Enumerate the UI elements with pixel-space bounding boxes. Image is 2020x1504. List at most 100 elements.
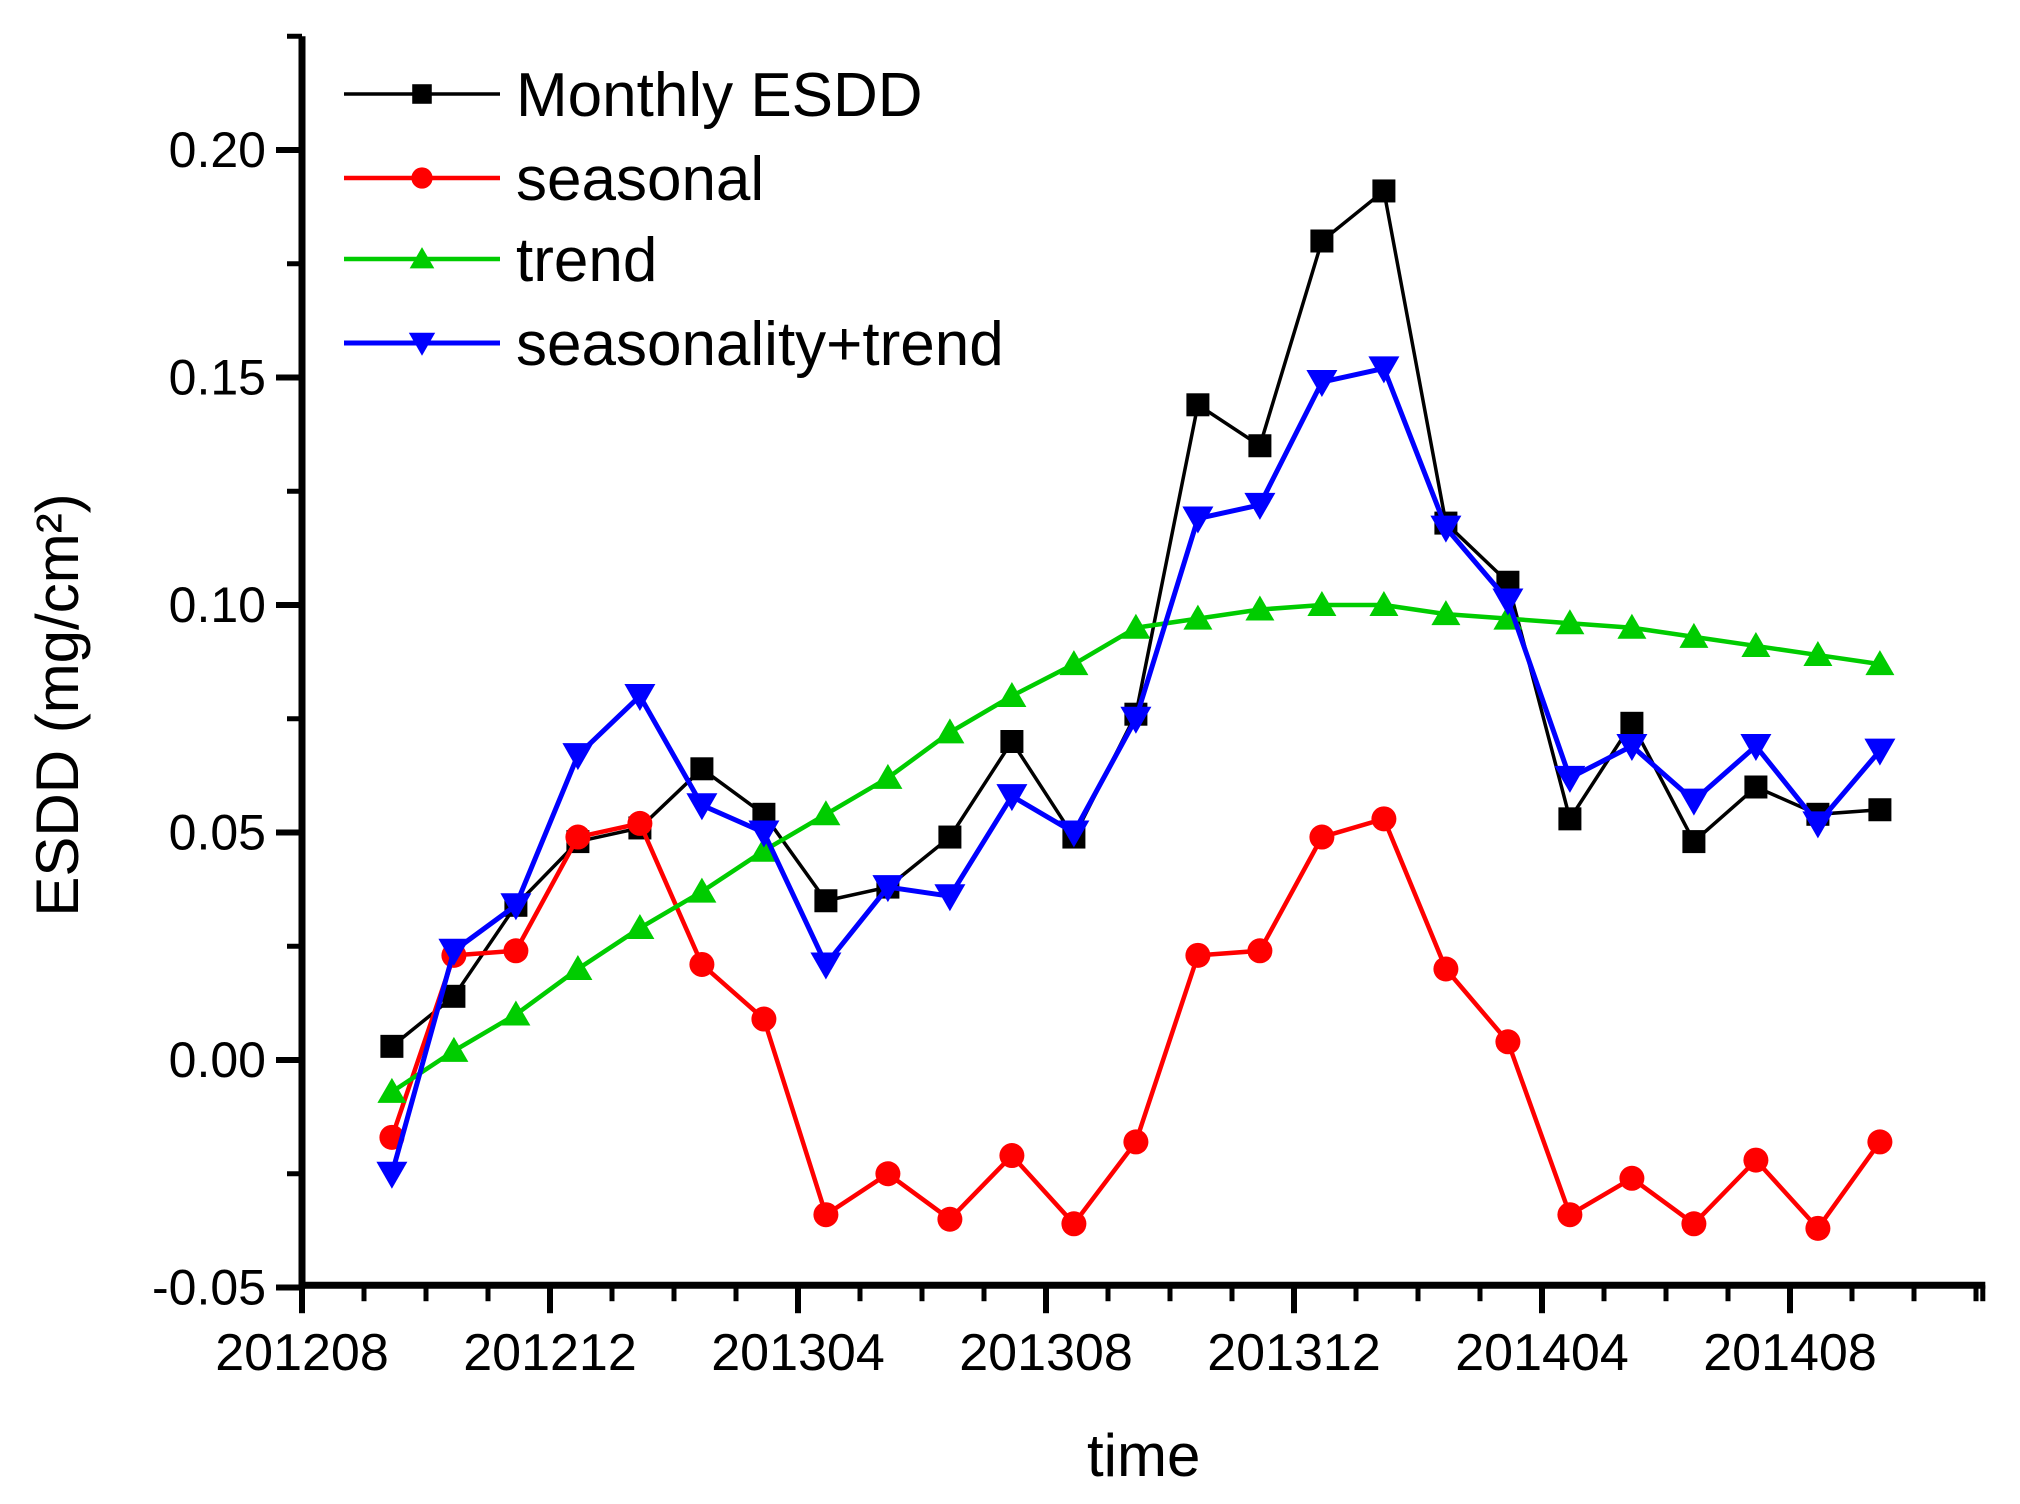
series-seasonal-marker <box>1495 1029 1521 1055</box>
series-trend-marker <box>439 1036 469 1062</box>
series-trend-marker <box>1741 631 1771 657</box>
series-trend-marker <box>1617 613 1647 639</box>
series-monthly-esdd-marker <box>1310 229 1334 253</box>
series-seasonal-marker <box>999 1143 1025 1169</box>
series-trend-marker <box>1245 595 1275 621</box>
series-seasonality-trend-marker <box>810 952 842 980</box>
legend-monthly-esdd-marker <box>412 84 432 104</box>
series-seasonal-marker <box>1619 1165 1645 1191</box>
series-seasonal-marker <box>1185 942 1211 968</box>
series-monthly-esdd-marker <box>1558 807 1582 831</box>
series-seasonality-trend-marker <box>1492 588 1524 616</box>
series-seasonality-trend-marker <box>562 743 594 771</box>
legend-seasonal-marker <box>411 167 433 189</box>
series-seasonality-trend-marker <box>1864 738 1896 766</box>
series-seasonality-trend-marker <box>500 893 532 921</box>
series-seasonality-trend-marker <box>872 875 904 903</box>
series-trend-marker <box>1307 591 1337 616</box>
series-seasonal-marker <box>1309 824 1335 850</box>
series-seasonal-marker <box>565 824 591 850</box>
series-monthly-esdd-marker <box>1744 775 1768 799</box>
series-monthly-esdd-marker <box>380 1034 404 1058</box>
series-seasonality-trend-marker <box>1554 765 1586 793</box>
x-tick-label: 201308 <box>959 1324 1133 1382</box>
series-seasonality-trend-marker <box>1802 811 1834 839</box>
series-seasonality-trend-marker <box>996 784 1028 812</box>
y-tick-label: 0.15 <box>169 350 266 406</box>
series-seasonal-marker <box>689 951 715 977</box>
series-monthly-esdd-marker <box>1868 798 1892 822</box>
series-seasonality-trend-marker <box>376 1161 408 1189</box>
series-monthly-esdd-marker <box>938 825 962 849</box>
series-seasonality-trend-marker <box>1120 706 1152 734</box>
series-monthly-esdd-marker <box>814 889 838 913</box>
series-monthly-esdd-marker <box>690 757 714 781</box>
series-trend-marker <box>1183 604 1213 630</box>
legend-trend-marker <box>409 247 435 269</box>
series-trend-marker <box>935 718 965 744</box>
series-seasonal-marker <box>503 938 529 964</box>
series-seasonality-trend-marker <box>1740 734 1772 762</box>
series-seasonal-marker <box>1123 1129 1149 1155</box>
y-tick-label: 0.20 <box>169 122 266 178</box>
series-seasonality-trend-marker <box>438 938 470 966</box>
series-seasonal-marker <box>1433 956 1459 982</box>
series-seasonal-marker <box>751 1006 777 1032</box>
series-seasonal-marker <box>813 1202 839 1228</box>
legend-seasonality-trend-label: seasonality+trend <box>516 310 1004 379</box>
x-axis-title: time <box>1087 1422 1200 1489</box>
series-seasonal-marker <box>1681 1211 1707 1237</box>
series-monthly-esdd-marker <box>1000 730 1024 753</box>
series-monthly-esdd-marker <box>1620 711 1644 735</box>
y-axis-title: ESDD (mg/cm²) <box>24 493 91 916</box>
series-trend-marker <box>1431 600 1461 626</box>
y-tick-label: -0.05 <box>152 1260 266 1316</box>
series-trend-marker <box>1059 650 1089 676</box>
series-seasonal-marker <box>875 1161 901 1187</box>
series-seasonal-marker <box>1805 1215 1831 1241</box>
y-tick-label: 0.10 <box>169 577 266 633</box>
series-monthly-esdd-marker <box>1496 570 1520 594</box>
series-seasonal-marker <box>1371 806 1397 832</box>
series-seasonality-trend-marker <box>1306 370 1338 398</box>
series-trend-marker <box>687 877 717 903</box>
legend-seasonality-trend-marker <box>408 332 436 356</box>
series-seasonal-marker <box>1743 1147 1769 1173</box>
series-seasonality-trend-line <box>389 365 1882 1175</box>
series-trend-marker <box>1679 622 1709 648</box>
x-tick-label: 201304 <box>711 1324 885 1382</box>
x-tick-label: 201208 <box>215 1324 389 1382</box>
x-tick-label: 201408 <box>1703 1324 1877 1382</box>
series-monthly-esdd-marker <box>1372 179 1396 203</box>
x-tick-label: 201212 <box>463 1324 637 1382</box>
y-tick-label: 0.05 <box>169 805 266 861</box>
series-trend-marker <box>625 914 655 940</box>
series-monthly-esdd-marker <box>1186 393 1210 417</box>
series-seasonality-trend-marker <box>1430 515 1462 543</box>
series-trend-marker <box>811 800 841 826</box>
series-trend-marker <box>501 1000 531 1026</box>
series-trend-marker <box>1369 591 1399 616</box>
series-trend-marker <box>563 955 593 980</box>
series-seasonality-trend-marker <box>748 820 780 848</box>
series-seasonal-marker <box>627 810 653 836</box>
series-monthly-esdd-marker <box>442 984 466 1008</box>
legend-trend-label: trend <box>516 226 657 295</box>
series-trend-marker <box>873 763 903 789</box>
series-seasonality-trend-marker <box>686 793 718 821</box>
series-seasonality-trend-marker <box>1058 820 1090 848</box>
series-trend-marker <box>997 682 1027 707</box>
series-seasonal-marker <box>1247 938 1273 964</box>
series-trend-marker <box>749 836 779 862</box>
series-trend-marker <box>1121 613 1151 639</box>
y-tick-label: 0.00 <box>169 1032 266 1088</box>
series-monthly-esdd-marker <box>1248 434 1272 458</box>
series-seasonal-marker <box>1557 1202 1583 1228</box>
x-tick-label: 201312 <box>1207 1324 1381 1382</box>
series-trend-marker <box>1803 641 1833 667</box>
series-trend-marker <box>1865 650 1895 676</box>
series-seasonal-marker <box>937 1206 963 1232</box>
series-trend-marker <box>1555 609 1585 635</box>
